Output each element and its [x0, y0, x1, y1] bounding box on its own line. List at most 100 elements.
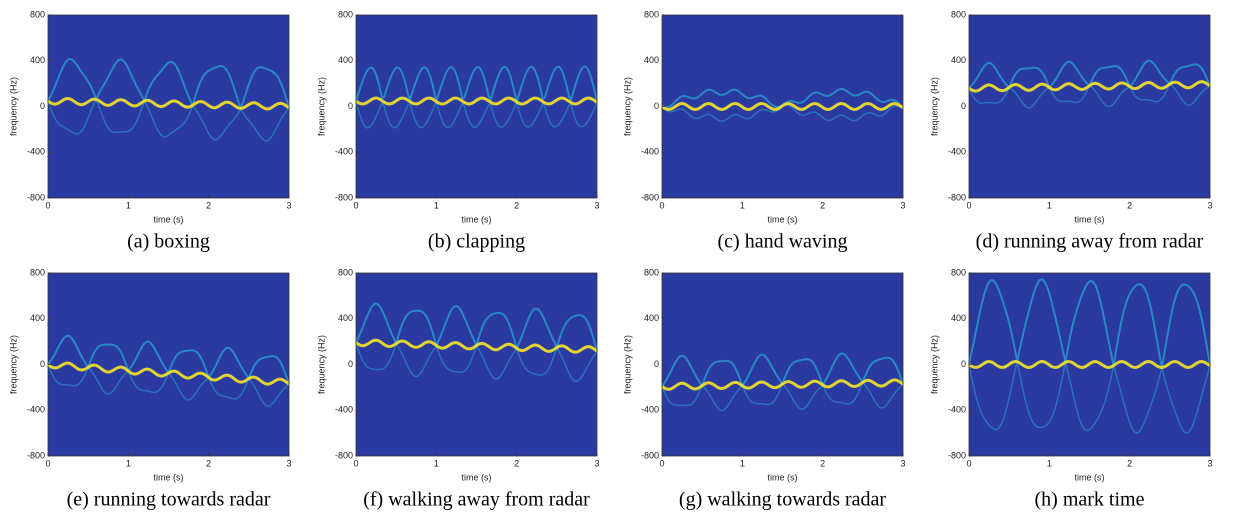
- x-tick-label: 1: [126, 458, 131, 468]
- y-tick-label: -800: [27, 450, 45, 460]
- x-tick-label: 2: [820, 200, 825, 210]
- y-tick-label: 400: [30, 313, 45, 323]
- panel: 0 1 2 3 -800 -400 0 400 800 time (s) frequency (Hz…: [8, 9, 291, 252]
- y-tick-label: 400: [338, 55, 353, 65]
- spectrogram-image: [356, 15, 597, 198]
- spectrogram-image: [969, 15, 1210, 198]
- x-tick-label: 2: [514, 200, 519, 210]
- y-tick-label: -800: [948, 450, 966, 460]
- spectrogram-texture: [355, 96, 598, 106]
- y-axis-label: frequency (Hz): [8, 335, 18, 394]
- x-axis-label: time (s): [768, 214, 798, 224]
- x-tick-label: 3: [900, 458, 905, 468]
- spectrogram-texture: [47, 97, 290, 142]
- y-tick-label: 400: [951, 55, 966, 65]
- spectrogram-texture: [968, 359, 1211, 370]
- y-tick-label: -400: [335, 147, 353, 157]
- panel: 0 1 2 3 -800 -400 0 400 800 time (s) frequency (Hz…: [316, 267, 599, 510]
- x-tick-label: 2: [206, 200, 211, 210]
- x-axis-label: time (s): [1075, 214, 1105, 224]
- y-axis-label: frequency (Hz): [316, 335, 326, 394]
- y-tick-label: 400: [30, 55, 45, 65]
- x-tick-label: 1: [434, 458, 439, 468]
- y-tick-label: 0: [348, 101, 353, 111]
- y-tick-label: -400: [641, 147, 659, 157]
- panel: 0 1 2 3 -800 -400 0 400 800 time (s) frequency (Hz…: [8, 267, 291, 510]
- x-tick-label: 1: [740, 200, 745, 210]
- y-tick-label: 800: [338, 267, 353, 277]
- y-tick-label: -400: [27, 147, 45, 157]
- x-tick-label: 2: [820, 458, 825, 468]
- x-tick-label: 3: [1207, 200, 1212, 210]
- y-axis-label: frequency (Hz): [622, 77, 632, 136]
- spectrogram-texture: [355, 65, 598, 106]
- y-tick-label: 800: [951, 9, 966, 19]
- x-tick-label: 0: [353, 458, 358, 468]
- x-tick-label: 3: [900, 200, 905, 210]
- y-tick-label: 400: [644, 313, 659, 323]
- spectrogram-image: [356, 273, 597, 456]
- y-tick-label: 0: [961, 359, 966, 369]
- x-tick-label: 2: [514, 458, 519, 468]
- x-axis-label: time (s): [768, 472, 798, 482]
- y-axis-label: frequency (Hz): [622, 335, 632, 394]
- y-tick-label: 0: [348, 359, 353, 369]
- spectrogram-texture: [355, 99, 598, 129]
- y-axis-label: frequency (Hz): [929, 77, 939, 136]
- y-tick-label: 400: [644, 55, 659, 65]
- y-tick-label: 400: [951, 313, 966, 323]
- spectrogram-texture: [661, 378, 904, 391]
- spectrogram-texture: [968, 80, 1211, 93]
- x-tick-label: 0: [659, 458, 664, 468]
- panel: 0 1 2 3 -800 -400 0 400 800 time (s) frequency (Hz…: [316, 9, 599, 252]
- x-tick-label: 0: [353, 200, 358, 210]
- spectrogram-image: [48, 273, 289, 456]
- x-tick-label: 1: [740, 458, 745, 468]
- y-tick-label: -400: [27, 405, 45, 415]
- spectrogram-image: [48, 15, 289, 198]
- caption: (g) walking towards radar: [679, 489, 886, 511]
- y-tick-label: -800: [641, 450, 659, 460]
- x-tick-label: 3: [594, 200, 599, 210]
- caption: (c) hand waving: [718, 231, 848, 253]
- y-tick-label: -400: [641, 405, 659, 415]
- x-tick-label: 1: [1047, 200, 1052, 210]
- y-tick-label: 800: [644, 9, 659, 19]
- spectrogram-texture: [661, 101, 904, 112]
- y-axis-label: frequency (Hz): [929, 335, 939, 394]
- y-axis-label: frequency (Hz): [8, 77, 18, 136]
- y-tick-label: -800: [641, 192, 659, 202]
- x-tick-label: 1: [1047, 458, 1052, 468]
- x-tick-label: 1: [126, 200, 131, 210]
- spectrogram-texture: [47, 361, 290, 386]
- spectrogram-texture: [47, 96, 290, 111]
- y-axis-label: frequency (Hz): [316, 77, 326, 136]
- y-tick-label: 0: [40, 359, 45, 369]
- y-tick-label: -400: [948, 405, 966, 415]
- x-axis-label: time (s): [1075, 472, 1105, 482]
- spectrogram-texture: [47, 57, 290, 112]
- y-tick-label: -400: [948, 147, 966, 157]
- y-tick-label: 800: [338, 9, 353, 19]
- x-axis-label: time (s): [154, 472, 184, 482]
- spectrogram-texture: [355, 338, 598, 354]
- spectrogram-image: [662, 273, 903, 456]
- x-tick-label: 2: [206, 458, 211, 468]
- x-tick-label: 3: [594, 458, 599, 468]
- y-tick-label: -800: [335, 450, 353, 460]
- y-tick-label: -400: [335, 405, 353, 415]
- x-axis-label: time (s): [462, 472, 492, 482]
- caption: (h) mark time: [1035, 489, 1145, 511]
- y-tick-label: -800: [948, 192, 966, 202]
- spectrogram-texture: [968, 361, 1211, 434]
- y-tick-label: 800: [644, 267, 659, 277]
- y-tick-label: 400: [338, 313, 353, 323]
- y-tick-label: 0: [654, 101, 659, 111]
- x-tick-label: 2: [1127, 200, 1132, 210]
- caption: (b) clapping: [428, 231, 525, 253]
- panel: 0 1 2 3 -800 -400 0 400 800 time (s) frequency (Hz…: [929, 267, 1212, 510]
- panel: 0 1 2 3 -800 -400 0 400 800 time (s) frequency (Hz…: [929, 9, 1212, 252]
- y-tick-label: 0: [654, 359, 659, 369]
- x-tick-label: 3: [1207, 458, 1212, 468]
- caption: (d) running away from radar: [976, 231, 1204, 253]
